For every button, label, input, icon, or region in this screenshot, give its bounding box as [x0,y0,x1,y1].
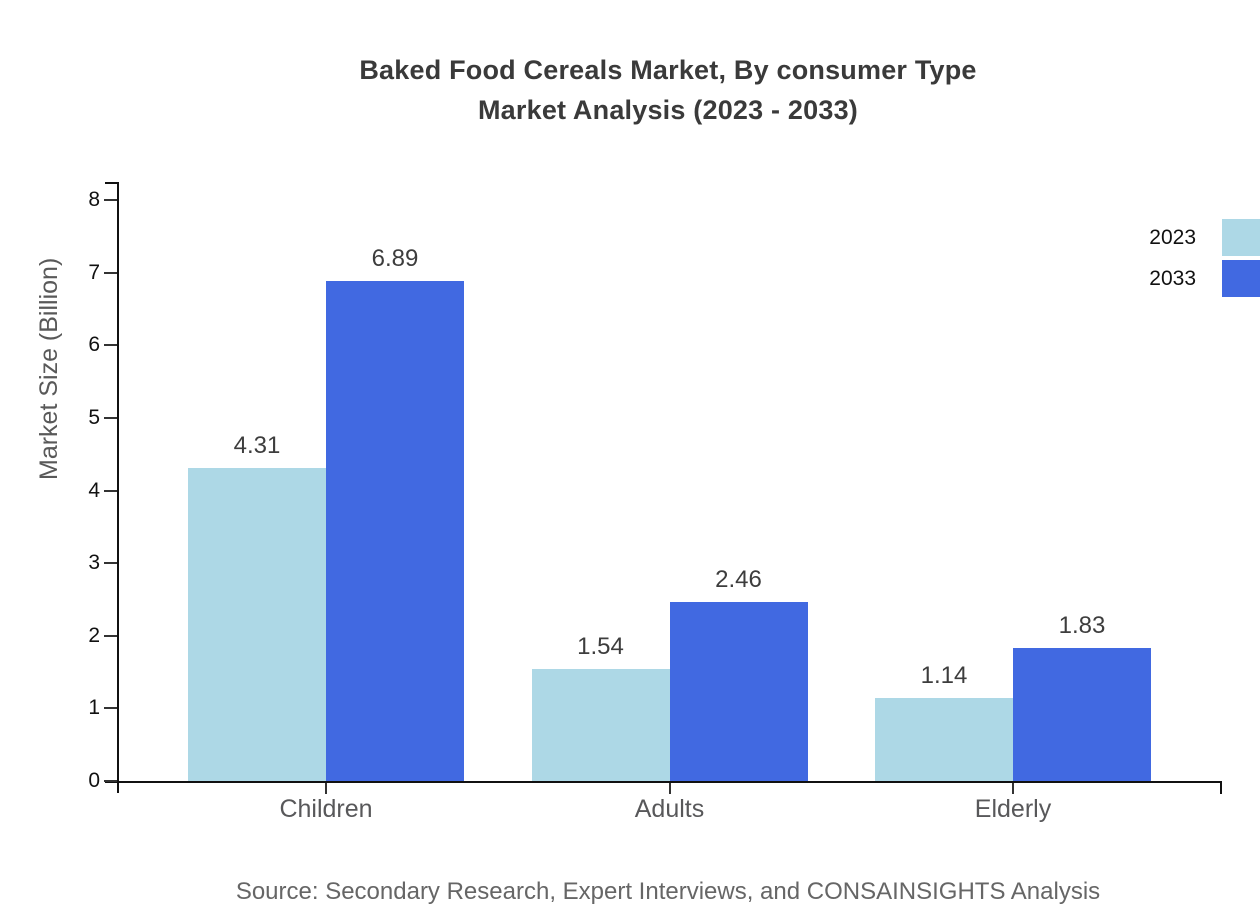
y-tick-label: 1 [88,696,100,720]
y-tick-label: 3 [88,551,100,575]
y-tick-label: 7 [88,260,100,284]
y-tick-label: 5 [88,405,100,429]
chart-title: Baked Food Cereals Market, By consumer T… [112,50,1224,130]
bar-2033-children [326,280,464,781]
value-label-2033-elderly: 1.83 [1058,612,1106,640]
x-axis-line [105,781,1222,783]
y-tick-label: 2 [88,623,100,647]
legend-swatch-2033 [1222,260,1260,297]
legend-label-2033: 2033 [1149,267,1196,290]
bar-2023-children [188,467,326,781]
y-tick-label: 0 [88,769,100,792]
x-axis-end-cap [1220,781,1222,794]
value-label-2023-adults: 1.54 [577,633,624,661]
legend-label-2023: 2023 [1149,226,1196,249]
x-tick [1012,783,1014,794]
y-tick [104,562,117,565]
y-axis-top-cap [105,182,119,184]
bar-2023-adults [531,669,670,781]
y-tick [104,634,117,637]
source-note: Source: Secondary Research, Expert Inter… [235,878,1101,905]
y-tick [104,416,117,419]
category-label-adults: Adults [634,795,705,823]
y-tick [104,344,117,347]
y-tick-label: 4 [88,478,100,502]
y-axis-label: Market Size (Billion) [35,257,63,480]
x-tick [668,783,671,794]
y-axis-line [117,182,119,793]
category-label-children: Children [279,795,373,823]
bar-2023-elderly [875,698,1013,781]
bar-2033-elderly [1013,648,1151,781]
y-tick [104,199,117,201]
legend-swatch-2023 [1222,219,1260,256]
y-tick-label: 8 [88,188,100,211]
chart-title-line2: Market Analysis (2023 - 2033) [477,95,858,125]
bar-2033-adults [669,602,808,781]
category-label-elderly: Elderly [974,795,1052,823]
y-tick [104,271,117,274]
value-label-2033-children: 6.89 [371,244,419,272]
chart-title-line1: Baked Food Cereals Market, By consumer T… [359,55,977,85]
value-label-2023-elderly: 1.14 [920,662,968,690]
y-tick [104,489,117,492]
y-tick [104,707,117,710]
value-label-2033-adults: 2.46 [715,566,762,594]
y-tick-label: 6 [88,333,100,357]
y-tick [104,780,117,782]
x-tick [325,783,327,794]
value-label-2023-children: 4.31 [233,431,281,459]
